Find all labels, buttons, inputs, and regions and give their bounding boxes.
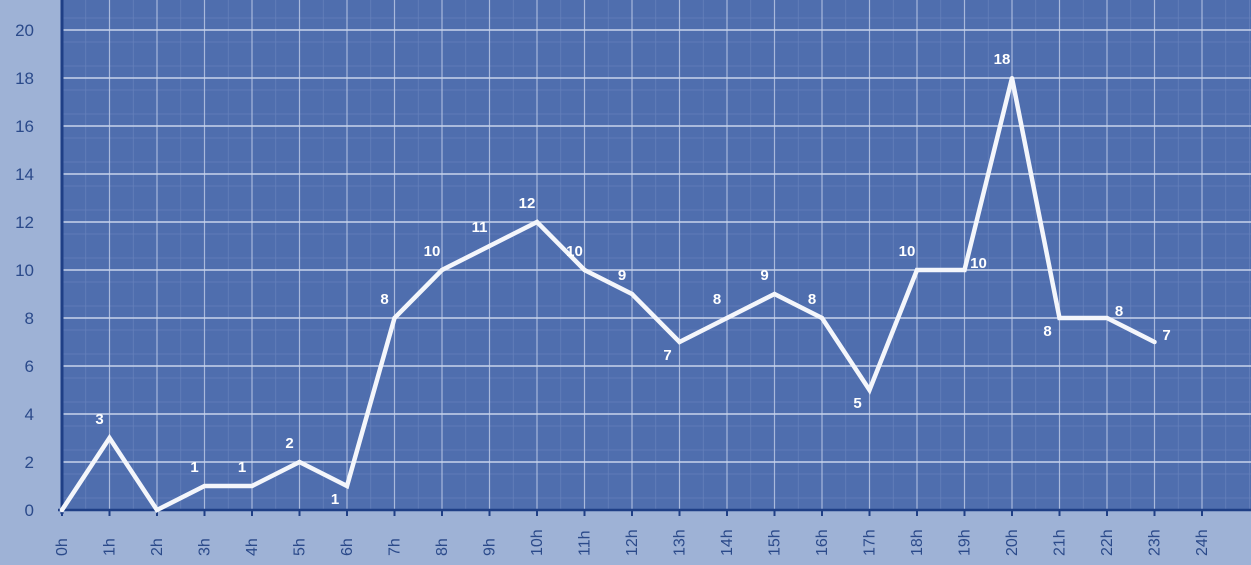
x-tick-label: 14h [719,529,736,556]
data-point [202,484,207,488]
data-label: 8 [380,291,388,308]
data-label: 12 [519,195,536,212]
x-tick-label: 12h [624,529,641,556]
y-tick-label: 6 [25,357,34,376]
data-point [250,484,254,488]
data-label: 10 [566,243,583,260]
data-label: 10 [899,243,916,260]
x-tick-label: 3h [197,538,214,556]
data-point [392,316,397,320]
y-tick-label: 10 [15,261,34,280]
data-label: 3 [95,411,103,428]
data-point [677,340,682,344]
x-tick-label: 9h [482,538,499,556]
data-label: 7 [1162,327,1170,344]
data-label: 7 [663,347,671,364]
x-tick-label: 23h [1147,529,1164,556]
data-point [915,268,919,272]
y-tick-label: 2 [25,453,34,472]
y-tick-label: 16 [15,117,34,136]
data-label: 8 [713,291,721,308]
x-tick-label: 10h [529,529,546,556]
data-label: 2 [285,435,293,452]
data-point [820,316,824,320]
series-group [59,76,1157,513]
series-line [59,77,1157,513]
data-point [1105,316,1109,320]
data-label: 9 [618,267,626,284]
x-tick-label: 16h [814,529,831,556]
x-tick-label: 15h [767,529,784,556]
x-tick-label: 20h [1004,529,1021,556]
y-tick-label: 4 [25,405,34,424]
data-point [60,508,64,512]
plot-area [62,0,1251,510]
x-tick-label: 5h [292,538,309,556]
data-point [1057,316,1062,320]
x-tick-labels: 0h 1h 2h 3h 4h 5h 6h 7h 8h 9h 10h 11h 12h 13h 14h 15h 16… [54,529,1211,556]
data-point [962,268,967,272]
x-tick-label: 18h [909,529,926,556]
y-tick-label: 20 [15,21,34,40]
y-tick-labels: 0 2 4 6 8 10 12 14 16 18 20 [15,21,34,520]
x-tick-label: 24h [1194,529,1211,556]
y-tick-label: 0 [25,501,34,520]
x-tick-label: 13h [672,529,689,556]
data-point [867,388,872,392]
data-label: 1 [190,459,198,476]
x-tick-label: 7h [387,538,404,556]
x-tick-label: 0h [54,538,71,556]
data-point [1152,340,1157,344]
x-tick-label: 21h [1052,529,1069,556]
data-point [582,268,587,272]
x-tick-label: 1h [102,538,119,556]
data-point [1010,76,1014,80]
data-label: 1 [331,491,339,508]
data-point [630,292,634,296]
data-point [297,460,302,464]
x-tick-label: 19h [957,529,974,556]
data-point [725,316,729,320]
y-tick-label: 18 [15,69,34,88]
x-tick-label: 11h [577,530,594,556]
data-point [345,484,349,488]
data-label: 10 [424,243,441,260]
data-point [155,508,159,512]
y-tick-label: 12 [15,213,34,232]
x-tick-label: 8h [434,538,451,556]
axes [58,0,1251,516]
x-tick-label: 17h [862,529,879,556]
data-point [487,244,492,248]
y-tick-label: 8 [25,309,34,328]
data-point [107,436,112,440]
data-label: 8 [1043,323,1051,340]
x-tick-label: 22h [1099,529,1116,556]
x-tick-label: 4h [244,538,261,556]
data-label: 10 [970,255,987,272]
data-label: 1 [238,459,246,476]
data-label: 5 [853,395,861,412]
data-point [440,268,444,272]
y-tick-label: 14 [15,165,34,184]
x-tick-label: 2h [149,538,166,556]
data-label: 8 [808,291,816,308]
data-point [535,220,539,224]
data-point [772,292,777,296]
data-label: 9 [760,267,768,284]
x-tick-label: 6h [339,538,356,556]
data-label: 11 [472,219,488,236]
data-label: 18 [994,51,1011,68]
data-label: 8 [1115,303,1123,320]
